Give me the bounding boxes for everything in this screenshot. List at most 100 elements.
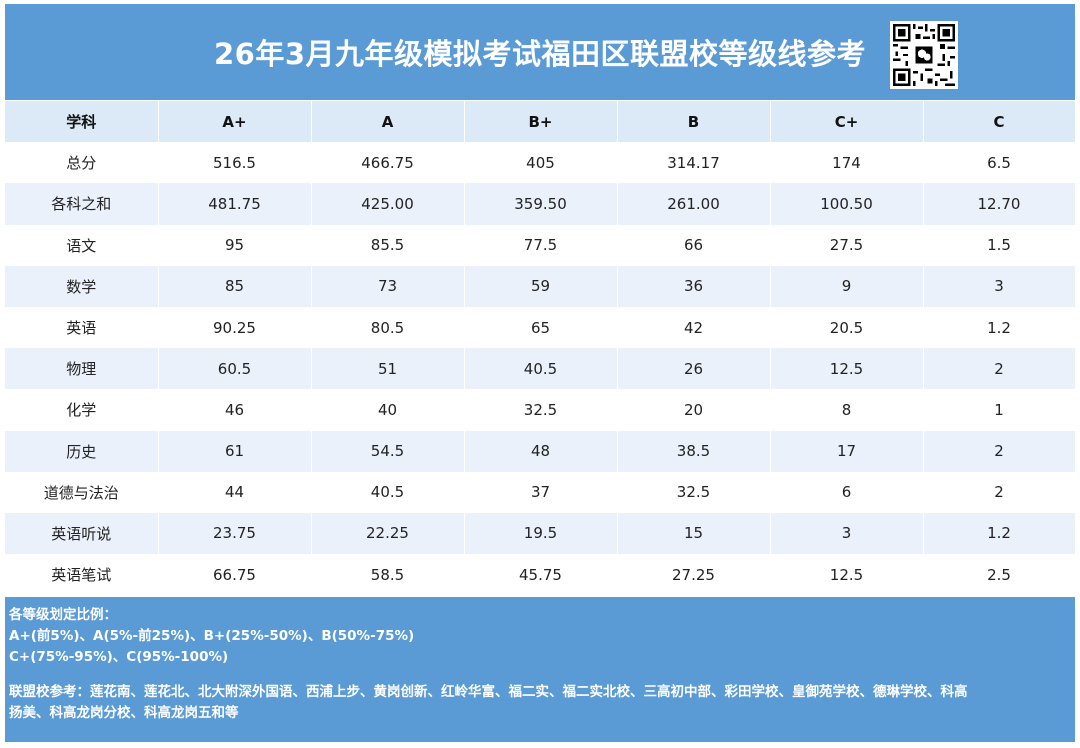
table-cell: 40 — [311, 389, 465, 431]
table-cell: 40.5 — [464, 348, 618, 390]
table-row: 道德与法治 44 40.5 37 32.5 6 2 — [5, 471, 1076, 513]
table-cell: 45.75 — [464, 554, 618, 596]
table-cell: 1.2 — [923, 306, 1076, 349]
table-cell: 36 — [617, 265, 771, 307]
table-cell: 数学 — [5, 265, 159, 307]
table-cell: 46 — [158, 389, 312, 431]
table-cell: 总分 — [5, 142, 159, 184]
table-cell: 51 — [311, 348, 465, 390]
table-row: 总分 516.5 466.75 405 314.17 174 6.5 — [5, 142, 1076, 184]
ratio-line-2: C+(75%-95%)、C(95%-100%) — [9, 649, 229, 665]
table-cell: 2.5 — [923, 554, 1076, 596]
table-cell: 英语笔试 — [5, 554, 159, 596]
table-cell: 化学 — [5, 389, 159, 431]
qr-code-icon — [890, 21, 958, 89]
page-title: 26年3月九年级模拟考试福田区联盟校等级线参考 — [213, 37, 867, 71]
table-row: 数学 85 73 59 36 9 3 — [5, 265, 1076, 307]
spacer — [9, 668, 1067, 682]
table-cell: 59 — [464, 265, 618, 307]
table-cell: 9 — [770, 265, 924, 307]
table-cell: 27.5 — [770, 224, 924, 266]
table-row: 各科之和 481.75 425.00 359.50 261.00 100.50 … — [5, 183, 1076, 225]
table-cell: 20 — [617, 389, 771, 431]
table-cell: 12.70 — [923, 183, 1076, 225]
table-cell: 359.50 — [464, 183, 618, 225]
column-header-a: A — [311, 101, 465, 143]
table-row: 英语听说 23.75 22.25 19.5 15 3 1.2 — [5, 512, 1076, 555]
table-cell: 314.17 — [617, 142, 771, 184]
table-row: 英语笔试 66.75 58.5 45.75 27.25 12.5 2.5 — [5, 554, 1076, 596]
table-cell: 历史 — [5, 430, 159, 472]
table-cell: 15 — [617, 512, 771, 555]
column-header-subject: 学科 — [5, 101, 159, 143]
column-header-a-plus: A+ — [158, 101, 312, 143]
table-cell: 20.5 — [770, 306, 924, 349]
table-cell: 8 — [770, 389, 924, 431]
ratio-heading: 各等级划定比例： — [9, 607, 117, 623]
schools-line-2: 扬美、科高龙岗分校、科高龙岗五和等 — [9, 705, 239, 721]
table-cell: 37 — [464, 471, 618, 513]
table-cell: 90.25 — [158, 306, 312, 349]
table-cell: 481.75 — [158, 183, 312, 225]
table-cell: 6.5 — [923, 142, 1076, 184]
table-cell: 各科之和 — [5, 183, 159, 225]
table-cell: 英语 — [5, 306, 159, 349]
table-cell: 95 — [158, 224, 312, 266]
table-cell: 42 — [617, 306, 771, 349]
table-cell: 17 — [770, 430, 924, 472]
table-row: 历史 61 54.5 48 38.5 17 2 — [5, 430, 1076, 472]
table-cell: 73 — [311, 265, 465, 307]
table-cell: 26 — [617, 348, 771, 390]
table-cell: 38.5 — [617, 430, 771, 472]
table-cell: 1 — [923, 389, 1076, 431]
table-cell: 466.75 — [311, 142, 465, 184]
ratio-line-1: A+(前5%)、A(5%-前25%)、B+(25%-50%)、B(50%-75%… — [9, 628, 415, 644]
table-cell: 516.5 — [158, 142, 312, 184]
column-header-b: B — [617, 101, 771, 143]
notes-panel: 各等级划定比例： A+(前5%)、A(5%-前25%)、B+(25%-50%)、… — [5, 597, 1075, 742]
table-cell: 61 — [158, 430, 312, 472]
column-header-b-plus: B+ — [464, 101, 618, 143]
table-cell: 65 — [464, 306, 618, 349]
table-cell: 174 — [770, 142, 924, 184]
schools-line-1: 联盟校参考：莲花南、莲花北、北大附深外国语、西浦上步、黄岗创新、红岭华富、福二实… — [9, 684, 968, 700]
table-cell: 77.5 — [464, 224, 618, 266]
table-cell: 66 — [617, 224, 771, 266]
table-cell: 32.5 — [464, 389, 618, 431]
grade-line-table: 学科 A+ A B+ B C+ C 总分 516.5 466.75 405 31… — [5, 101, 1076, 596]
table-cell: 27.25 — [617, 554, 771, 596]
table-cell: 语文 — [5, 224, 159, 266]
table-cell: 48 — [464, 430, 618, 472]
table-cell: 23.75 — [158, 512, 312, 555]
title-banner: 26年3月九年级模拟考试福田区联盟校等级线参考 — [5, 4, 1075, 100]
column-header-c: C — [923, 101, 1076, 143]
table-cell: 66.75 — [158, 554, 312, 596]
table-cell: 1.5 — [923, 224, 1076, 266]
table-cell: 19.5 — [464, 512, 618, 555]
table-cell: 2 — [923, 430, 1076, 472]
table-cell: 44 — [158, 471, 312, 513]
table-cell: 60.5 — [158, 348, 312, 390]
table-cell: 80.5 — [311, 306, 465, 349]
table-cell: 1.2 — [923, 512, 1076, 555]
table-cell: 58.5 — [311, 554, 465, 596]
table-cell: 3 — [770, 512, 924, 555]
table-cell: 3 — [923, 265, 1076, 307]
table-cell: 85 — [158, 265, 312, 307]
table-cell: 85.5 — [311, 224, 465, 266]
table-cell: 6 — [770, 471, 924, 513]
table-row: 英语 90.25 80.5 65 42 20.5 1.2 — [5, 306, 1076, 349]
table-cell: 12.5 — [770, 348, 924, 390]
table-header-row: 学科 A+ A B+ B C+ C — [5, 101, 1076, 143]
table-row: 物理 60.5 51 40.5 26 12.5 2 — [5, 348, 1076, 390]
table-cell: 54.5 — [311, 430, 465, 472]
table-cell: 12.5 — [770, 554, 924, 596]
table-cell: 100.50 — [770, 183, 924, 225]
table-row: 化学 46 40 32.5 20 8 1 — [5, 389, 1076, 431]
table-cell: 32.5 — [617, 471, 771, 513]
table-cell: 2 — [923, 348, 1076, 390]
table-cell: 261.00 — [617, 183, 771, 225]
table-cell: 物理 — [5, 348, 159, 390]
table-cell: 英语听说 — [5, 512, 159, 555]
table-cell: 22.25 — [311, 512, 465, 555]
